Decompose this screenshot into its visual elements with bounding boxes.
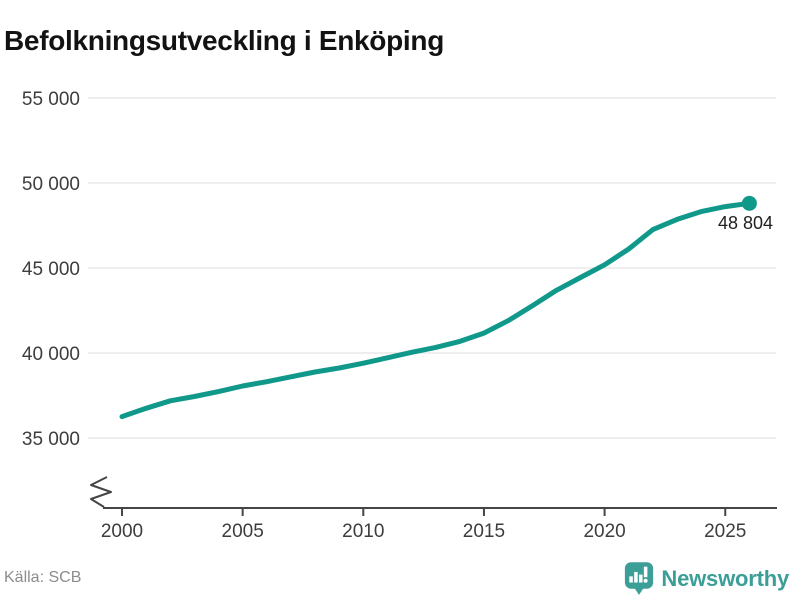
x-axis-tick-label: 2010 (342, 521, 384, 542)
newsworthy-logo[interactable]: Newsworthy (624, 561, 789, 597)
x-axis-tick-label: 2020 (583, 521, 625, 542)
newsworthy-wordmark: Newsworthy (661, 566, 789, 591)
x-axis-tick-label: 2005 (222, 521, 264, 542)
x-axis-tick-label: 2000 (101, 521, 143, 542)
y-axis-tick-label: 45 000 (22, 259, 80, 280)
axis-break-zigzag-icon (90, 476, 112, 508)
y-axis-tick-label: 35 000 (22, 429, 80, 450)
end-point-marker (741, 195, 757, 211)
end-value-label: 48 804 (718, 213, 773, 233)
source-note: Källa: SCB (4, 569, 82, 586)
y-axis-tick-label: 50 000 (22, 174, 80, 195)
population-line (119, 200, 752, 420)
page-title: Befolkningsutveckling i Enköping (4, 24, 444, 56)
y-axis-tick-label: 40 000 (22, 344, 80, 365)
x-axis-tick-label: 2015 (463, 521, 505, 542)
x-axis-tick-label: 2025 (704, 521, 746, 542)
y-axis-tick-label: 55 000 (22, 89, 80, 110)
newsworthy-speech-bubble-chart-icon (625, 562, 654, 595)
